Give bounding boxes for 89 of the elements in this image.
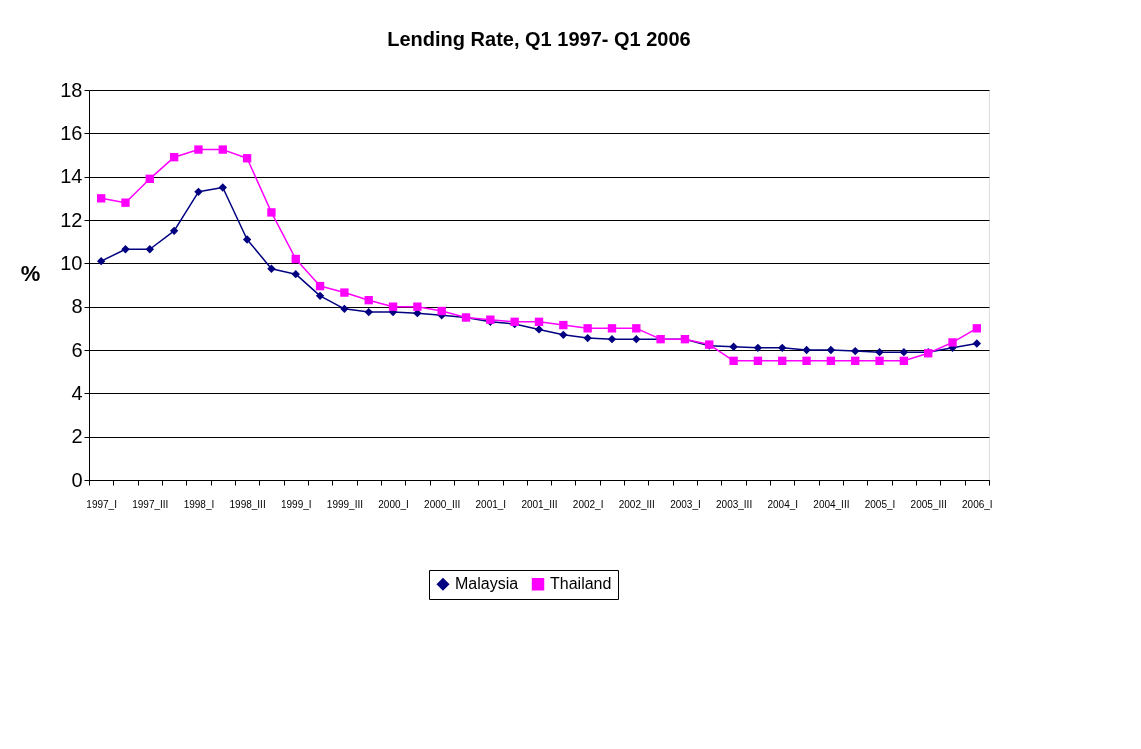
point [948, 338, 957, 347]
point [875, 356, 884, 366]
x-tick-label: 2001_I [475, 498, 507, 510]
point [267, 208, 276, 217]
y-tick-label: 8 [71, 295, 83, 318]
point [194, 145, 203, 154]
point [96, 256, 106, 266]
x-tick-label: 2002_III [618, 498, 655, 510]
y-tick-label: 2 [71, 425, 83, 448]
x-tick-label: 2004_III [813, 498, 850, 510]
x-tick-label: 1999_I [280, 498, 312, 510]
point [583, 333, 592, 343]
x-tick-label: 1997_III [132, 498, 169, 510]
point [607, 324, 617, 333]
point [291, 269, 300, 279]
point [388, 302, 398, 311]
x-tick-label: 1997_I [86, 498, 117, 510]
point [364, 295, 373, 305]
x-tick-label: 1998_I [183, 498, 215, 510]
x-tick-label: 2002_I [572, 498, 604, 510]
y-tick-label: 4 [71, 381, 83, 404]
point [753, 343, 763, 353]
point [559, 320, 568, 330]
point [242, 235, 252, 244]
y-tick-label: 0 [71, 468, 83, 491]
point [194, 187, 203, 197]
x-tick-label: 2006_I [962, 498, 993, 510]
point [559, 330, 568, 340]
y-tick-label: 12 [60, 208, 83, 231]
legend-label: Thailand [550, 575, 612, 593]
point [437, 306, 446, 316]
point [851, 356, 860, 366]
chart-title: Lending Rate, Q1 1997- Q1 2006 [387, 28, 691, 50]
x-tick-label: 2005_III [910, 498, 947, 510]
point [121, 245, 130, 254]
x-tick-label: 2004_I [767, 498, 799, 510]
point [972, 324, 982, 333]
point [875, 347, 884, 357]
point [729, 342, 738, 351]
x-tick-label: 2003_III [716, 498, 753, 510]
y-tick-label: 14 [60, 165, 83, 188]
x-tick-label: 2000_I [378, 498, 409, 510]
y-tick-label: 18 [60, 78, 83, 101]
point [778, 343, 787, 353]
x-tick-label: 1998_III [229, 498, 266, 510]
point [899, 356, 909, 366]
point [96, 194, 106, 203]
point [291, 254, 300, 264]
point [972, 339, 982, 348]
point [145, 245, 154, 254]
point [218, 145, 227, 154]
point [315, 291, 325, 301]
legend-label: Malaysia [455, 575, 519, 593]
point [169, 226, 179, 236]
point [632, 334, 641, 344]
point [267, 264, 276, 273]
point [802, 345, 811, 355]
point [169, 152, 179, 162]
point [364, 307, 373, 317]
point [778, 356, 787, 366]
point [826, 356, 836, 366]
point [899, 347, 909, 357]
point [632, 324, 641, 333]
y-tick-label: 6 [71, 338, 83, 361]
point [826, 345, 836, 355]
y-axis-title: % [20, 260, 41, 286]
point [145, 174, 154, 184]
point [607, 334, 617, 344]
y-tick-label: 16 [60, 121, 83, 144]
point [315, 281, 325, 291]
x-tick-label: 2000_III [424, 498, 461, 510]
point [534, 325, 544, 334]
point [121, 198, 130, 207]
point [851, 346, 860, 356]
point [534, 317, 544, 327]
point [802, 356, 811, 366]
y-tick-label: 10 [60, 251, 83, 274]
x-tick-label: 1999_III [326, 498, 363, 510]
point [413, 302, 422, 311]
point [729, 356, 738, 366]
x-tick-label: 2001_III [521, 498, 558, 510]
point [583, 324, 592, 333]
point [340, 304, 349, 314]
point [753, 356, 763, 366]
point [242, 154, 252, 163]
point [218, 183, 227, 192]
point [340, 288, 349, 297]
x-tick-label: 2003_I [670, 498, 701, 510]
x-tick-label: 2005_I [864, 498, 896, 510]
